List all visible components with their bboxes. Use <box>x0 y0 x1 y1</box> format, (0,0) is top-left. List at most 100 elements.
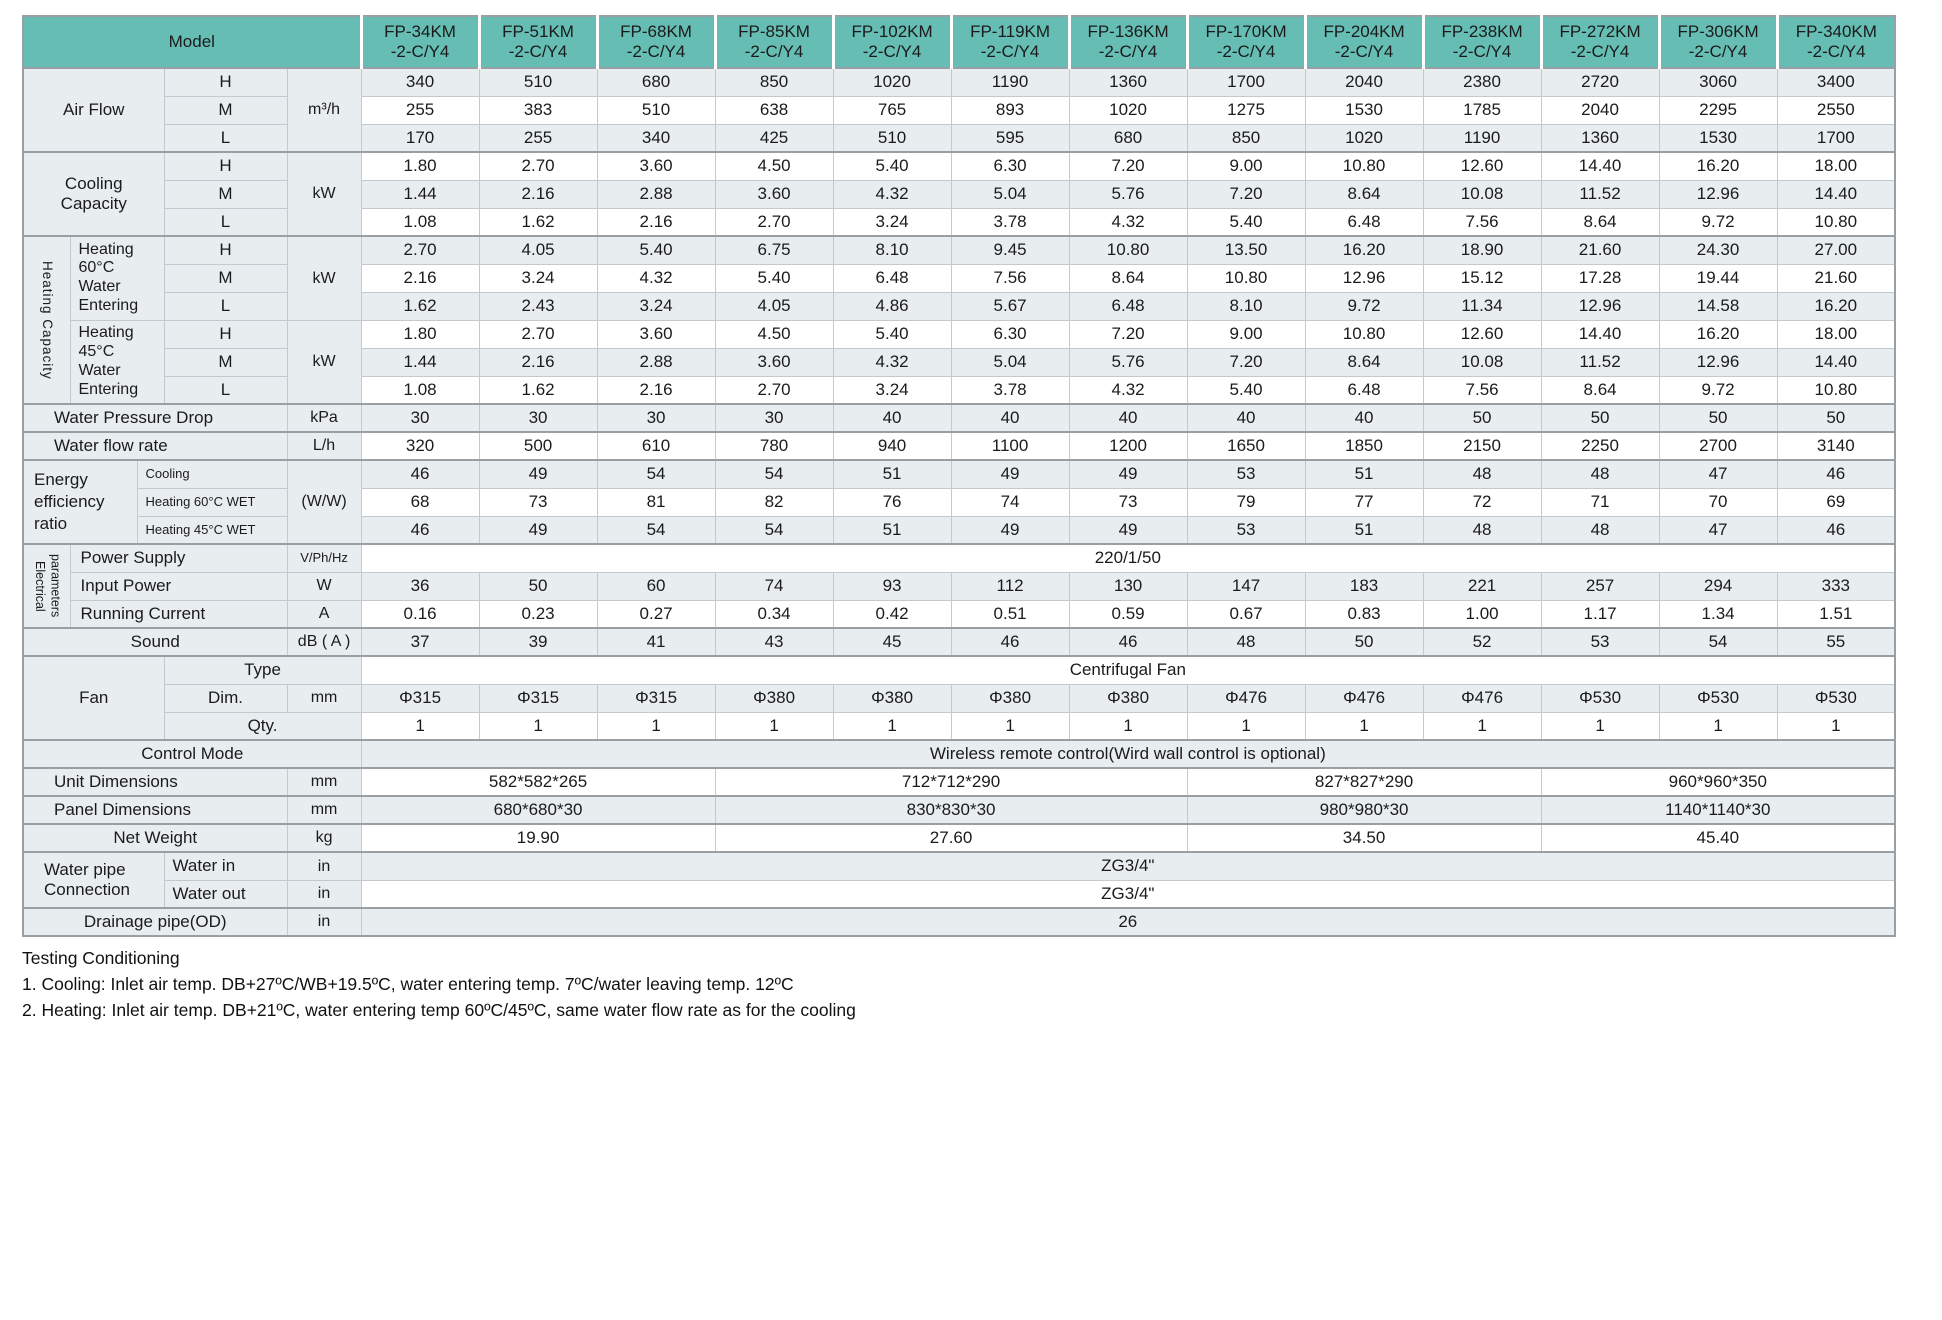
value-cell: 1785 <box>1422 95 1542 125</box>
value-cell: 48 <box>1422 459 1542 489</box>
value-cell: 51 <box>1304 459 1424 489</box>
value-cell: 7.20 <box>1068 319 1188 349</box>
value-cell: 5.67 <box>950 291 1070 321</box>
value-cell: 2700 <box>1658 431 1778 461</box>
value-cell: 7.56 <box>1422 207 1542 237</box>
value-cell: 19.44 <box>1658 263 1778 293</box>
value-cell: 6.75 <box>714 235 834 265</box>
row-airflow-m: M 255 383 510 638 765 893 1020 1275 1530 1785 2040 2… <box>23 95 1896 125</box>
value-cell: 2380 <box>1422 67 1542 97</box>
value-cell: 294 <box>1658 571 1778 601</box>
value-cell: Centrifugal Fan <box>360 655 1896 685</box>
value-cell: 130 <box>1068 571 1188 601</box>
row-label-fan: Fan <box>22 655 165 741</box>
cell: FP-119KM <box>970 21 1051 41</box>
value-cell: Φ476 <box>1186 683 1306 713</box>
value-cell: 2.70 <box>478 319 598 349</box>
value-cell: 2.70 <box>714 375 834 405</box>
value-cell: 2.16 <box>596 375 716 405</box>
value-cell: 830*830*30 <box>714 795 1188 825</box>
value-cell: 74 <box>950 487 1070 517</box>
cell: FP-136KM <box>1087 21 1169 41</box>
value-cell: Φ380 <box>1068 683 1188 713</box>
unit-cell: mm <box>286 683 362 713</box>
value-cell: 73 <box>478 487 598 517</box>
value-cell: 3060 <box>1658 67 1778 97</box>
value-cell: 183 <box>1304 571 1424 601</box>
value-cell: 1 <box>950 711 1070 741</box>
cell: FP-272KM <box>1559 21 1641 41</box>
row-panel-dimensions: Panel Dimensions mm 680*680*30 830*830*30 98… <box>22 795 1896 825</box>
value-cell: 27.60 <box>714 823 1188 853</box>
unit-cell: dB ( A ) <box>286 627 362 657</box>
value-cell: 10.80 <box>1304 319 1424 349</box>
value-cell: 3.60 <box>596 151 716 181</box>
value-cell: 10.80 <box>1776 207 1896 237</box>
model-header: FP-34KM -2-C/Y4 <box>359 15 480 69</box>
value-cell: 340 <box>360 67 480 97</box>
value-cell: 1.34 <box>1658 599 1778 629</box>
cell: FP-238KM <box>1441 21 1523 41</box>
value-cell: 5.40 <box>1186 375 1306 405</box>
value-cell: Φ476 <box>1422 683 1542 713</box>
value-cell: 9.00 <box>1186 151 1306 181</box>
value-cell: 4.86 <box>832 291 952 321</box>
value-cell: 54 <box>714 515 834 545</box>
row-label-electrical: Electrical parameters <box>22 543 71 629</box>
value-cell: 582*582*265 <box>360 767 716 797</box>
value-cell: 19.90 <box>360 823 716 853</box>
value-cell: 37 <box>360 627 480 657</box>
model-header: FP-306KM -2-C/Y4 <box>1657 15 1778 69</box>
value-cell: 12.96 <box>1658 179 1778 209</box>
value-cell: 1.62 <box>360 291 480 321</box>
value-cell: 4.05 <box>714 291 834 321</box>
value-cell: 1.62 <box>478 375 598 405</box>
value-cell: 52 <box>1422 627 1542 657</box>
value-cell: 10.80 <box>1776 375 1896 405</box>
model-header: FP-68KM -2-C/Y4 <box>595 15 716 69</box>
value-cell: 53 <box>1186 515 1306 545</box>
value-cell: 3.24 <box>478 263 598 293</box>
value-cell: 54 <box>596 459 716 489</box>
value-cell: 1.08 <box>360 207 480 237</box>
value-cell: 60 <box>596 571 716 601</box>
unit-cell: kg <box>286 823 362 853</box>
value-cell: 0.67 <box>1186 599 1306 629</box>
value-cell: 6.48 <box>1068 291 1188 321</box>
value-cell: 5.40 <box>596 235 716 265</box>
value-cell: 0.23 <box>478 599 598 629</box>
unit-cell: kW <box>286 235 362 321</box>
value-cell: 9.72 <box>1658 207 1778 237</box>
value-cell: 14.40 <box>1776 179 1896 209</box>
value-cell: 9.72 <box>1304 291 1424 321</box>
value-cell: 4.32 <box>1068 375 1188 405</box>
value-cell: 680 <box>596 67 716 97</box>
value-cell: 40 <box>1068 403 1188 433</box>
row-water-pressure-drop: Water Pressure Drop kPa 30 30 30 30 40 40 40 40 40… <box>22 403 1896 433</box>
speed-label: L <box>163 123 288 153</box>
value-cell: 1650 <box>1186 431 1306 461</box>
value-cell: 6.48 <box>1304 375 1424 405</box>
value-cell: 1 <box>1068 711 1188 741</box>
unit-cell: in <box>286 907 362 937</box>
value-cell: 2.16 <box>478 179 598 209</box>
row-label-heating60: Heating 60°C Water Entering <box>69 235 165 321</box>
value-cell: 893 <box>950 95 1070 125</box>
model-header: FP-238KM -2-C/Y4 <box>1421 15 1542 69</box>
value-cell: 8.64 <box>1068 263 1188 293</box>
value-cell: 12.96 <box>1658 347 1778 377</box>
value-cell: 5.40 <box>832 319 952 349</box>
value-cell: 69 <box>1776 487 1896 517</box>
unit-cell: kW <box>286 151 362 237</box>
value-cell: 1.00 <box>1422 599 1542 629</box>
value-cell: 54 <box>1658 627 1778 657</box>
value-cell: 10.80 <box>1068 235 1188 265</box>
eer-sub-label: Cooling <box>136 459 288 489</box>
value-cell: 8.64 <box>1540 207 1660 237</box>
value-cell: 81 <box>596 487 716 517</box>
value-cell: 40 <box>832 403 952 433</box>
value-cell: 2720 <box>1540 67 1660 97</box>
value-cell: 1360 <box>1540 123 1660 153</box>
value-cell: 50 <box>1776 403 1896 433</box>
value-cell: 14.40 <box>1540 151 1660 181</box>
